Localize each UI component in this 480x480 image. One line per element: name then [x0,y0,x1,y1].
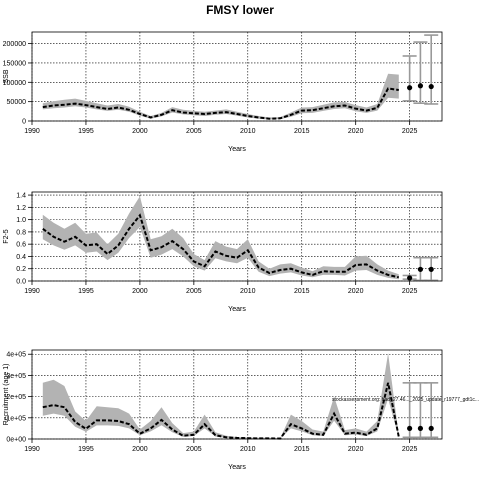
x-tick-label: 1995 [78,288,94,295]
y-tick-label: 0.8 [16,229,26,236]
forecast-point [417,266,424,272]
x-tick-label: 1990 [24,446,40,453]
median-line [42,382,400,440]
x-tick-label: 2020 [348,128,364,135]
y-tick-label: 1.4 [16,193,26,200]
plot-frame [31,191,443,282]
y-tick-label: 0.2 [16,266,26,273]
y-tick-label: 200000 [3,41,26,48]
x-tick-label: 2000 [132,446,148,453]
recruitment-panel: 1990 1995 2000 2005 2010 2015 2020 2025 0e+00 1e+… [3,349,479,471]
x-axis-label: Years [228,464,246,471]
x-tick-label: 2015 [294,288,310,295]
confidence-band [42,196,399,280]
x-tick-label: 2005 [186,446,202,453]
x-tick-label: 2025 [402,128,418,135]
y-tick-label: 1e+05 [6,415,26,422]
x-tick-label: 2005 [186,288,202,295]
y-tick-label: 3e+05 [6,373,26,380]
median-line [42,213,400,279]
forecast-point [428,83,434,90]
y-tick-label: 0e+00 [6,437,26,444]
confidence-band [42,353,399,439]
y-tick-label: 0.0 [16,279,26,286]
forecast-point [417,425,424,432]
y-tick-label: 1.2 [16,205,26,212]
y-tick-label: 150000 [3,60,26,67]
y-tick-label: 1.0 [16,217,26,224]
forecast-point [428,266,434,272]
forecast-point [417,83,424,89]
x-tick-label: 2025 [402,446,418,453]
y-axis-label: F2-5 [3,229,10,244]
x-tick-label: 2000 [132,288,148,295]
x-tick-label: 2015 [294,128,310,135]
f-panel: 1990 1995 2000 2005 2010 2015 2020 2025 0.0 0.2 0.… [3,191,443,313]
ssb-panel: 1990 1995 2000 2005 2010 2015 2020 2025 0 50000 10… [3,31,443,153]
x-tick-label: 1995 [78,446,94,453]
y-axis-label: SSB [3,69,10,83]
y-tick-label: 2e+05 [6,394,26,401]
x-tick-label: 2010 [240,288,256,295]
forecast-point [407,85,413,91]
y-tick-label: 0.6 [16,242,26,249]
chart-title: FMSY lower [206,3,274,17]
forecast-point [428,425,434,432]
x-tick-label: 2025 [402,288,418,295]
y-axis-label: Recruitment (age 1) [3,364,10,426]
x-tick-label: 2020 [348,446,364,453]
x-tick-label: 2015 [294,446,310,453]
x-axis-label: Years [228,306,246,313]
x-tick-label: 2010 [240,446,256,453]
x-tick-label: 1995 [78,128,94,135]
x-tick-label: 2005 [186,128,202,135]
source-annotation: stockassessment.org: had_27.46..._2025_u… [332,397,479,403]
x-tick-label: 1990 [24,128,40,135]
y-tick-label: 4e+05 [6,352,26,359]
y-tick-label: 0.4 [16,254,26,261]
y-tick-label: 50000 [7,99,27,106]
x-tick-label: 2010 [240,128,256,135]
median-line [42,87,399,120]
x-tick-label: 2000 [132,128,148,135]
forecast-point [407,425,413,432]
plot-frame [31,31,443,122]
confidence-band [42,73,399,120]
forecast-point [407,275,413,281]
x-axis-label: Years [228,146,246,153]
x-tick-label: 2020 [348,288,364,295]
plot-frame [31,349,443,440]
x-tick-label: 1990 [24,288,40,295]
y-tick-label: 100000 [3,80,26,87]
y-tick-label: 0 [22,119,26,126]
